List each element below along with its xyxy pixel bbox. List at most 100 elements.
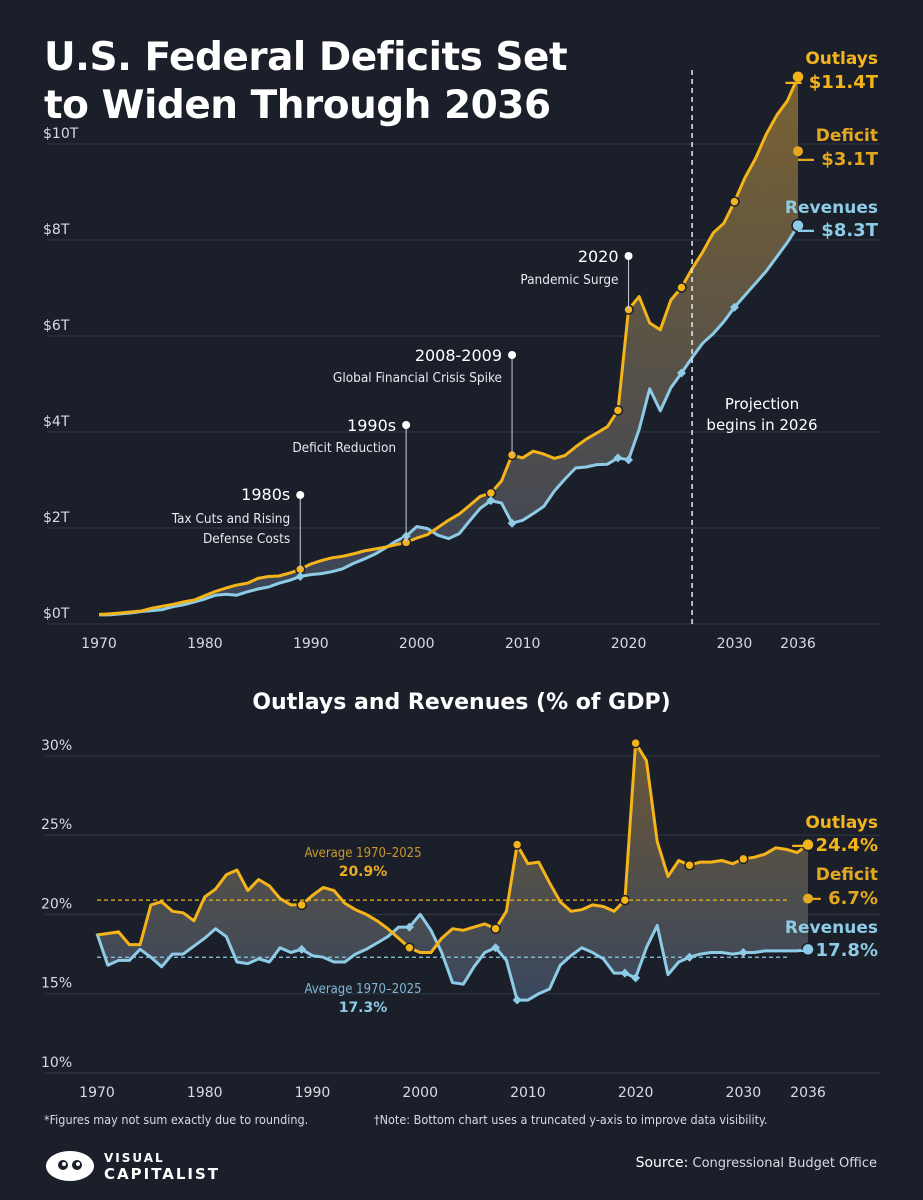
deficit-marker [803, 893, 813, 904]
y-tick-label: $4T [43, 414, 70, 430]
x-tick-label: 1980 [187, 1085, 223, 1100]
x-tick-label: 2000 [402, 1085, 438, 1100]
x-tick-label: 2036 [780, 636, 816, 652]
source-credit: Source: Congressional Budget Office [636, 1155, 877, 1171]
y-tick-label: 30% [41, 738, 72, 754]
source-text: Congressional Budget Office [692, 1156, 877, 1171]
y-tick-label: $0T [43, 606, 70, 622]
annotation-description: Pandemic Surge [520, 272, 618, 288]
annotation-title: 2020 [578, 247, 619, 266]
revenues-series-label: Revenues [785, 918, 878, 938]
outlays-average-label: Average 1970–2025 [304, 846, 421, 861]
outlays-end-value: — $11.4T [785, 72, 879, 93]
logo-line1: VISUAL [104, 1151, 165, 1165]
outlays-marker [738, 853, 749, 865]
x-tick-label: 1990 [295, 1085, 331, 1100]
outlays-average-value: 20.9% [339, 864, 388, 880]
annotation-title: 2008-2009 [415, 346, 502, 365]
annotation-description: Global Financial Crisis Spike [333, 370, 502, 386]
y-tick-label: $10T [43, 126, 79, 142]
projection-label-line1: Projection [725, 395, 799, 413]
revenues-end-value: — 17.8% [791, 940, 878, 961]
revenues-marker [738, 947, 748, 957]
annotation-dot [508, 351, 517, 359]
deficit-area [97, 743, 808, 1001]
outlays-marker [630, 737, 641, 749]
revenues-marker [295, 571, 305, 581]
revenues-marker [620, 968, 630, 978]
page-title: U.S. Federal Deficits Set to Widen Throu… [44, 35, 568, 128]
revenues-marker [801, 942, 815, 957]
x-tick-label: 1990 [293, 636, 329, 652]
revenues-marker [404, 922, 414, 932]
x-tick-label: 2000 [399, 636, 435, 652]
x-tick-label: 1980 [187, 636, 223, 652]
deficit-series-label: Deficit [816, 126, 878, 146]
y-tick-label: $2T [43, 510, 70, 526]
revenues-marker [613, 453, 623, 463]
revenues-marker [512, 995, 522, 1005]
logo-line2: CAPITALIST [104, 1165, 221, 1183]
revenues-marker [297, 944, 307, 954]
outlays-series-label: Outlays [805, 49, 878, 69]
annotation-dot [402, 421, 411, 429]
outlays-marker [511, 839, 523, 850]
deficit-marker [793, 146, 803, 157]
source-label: Source: [635, 1155, 689, 1171]
projection-label-line2: begins in 2026 [706, 416, 817, 434]
revenues-marker [486, 496, 496, 506]
outlays-series-label: Outlays [805, 813, 878, 833]
x-tick-label: 2020 [611, 636, 647, 652]
annotation-title: 1990s [347, 416, 396, 435]
revenues-marker [624, 455, 634, 465]
y-tick-label: 15% [41, 976, 72, 992]
y-tick-label: 20% [41, 896, 72, 912]
outlays-marker [801, 837, 815, 852]
revenues-marker [491, 943, 501, 953]
revenues-marker [677, 368, 686, 378]
revenues-average-value: 17.3% [339, 1000, 388, 1016]
annotation-description: Deficit Reduction [292, 440, 396, 456]
revenues-marker [729, 302, 739, 312]
outlays-marker [791, 70, 805, 84]
footnote-truncated-axis: †Note: Bottom chart uses a truncated y-a… [374, 1112, 768, 1127]
logo-icon [46, 1151, 94, 1184]
outlays-end-value: — 24.4% [791, 835, 878, 856]
percent-gdp-chart: 10% 15% 20% 25% 30% 1970 1980 1990 2000 2010 2020 2… [41, 737, 880, 1100]
percent-gdp-chart-title: Outlays and Revenues (% of GDP) [252, 690, 671, 715]
y-tick-label: 25% [41, 817, 72, 833]
x-tick-label: 2030 [726, 1085, 762, 1100]
outlays-marker [729, 196, 740, 207]
annotation-description: Tax Cuts and Rising [171, 511, 290, 527]
revenues-marker [685, 952, 694, 962]
outlays-marker [612, 405, 624, 416]
revenues-marker [791, 218, 805, 233]
x-tick-label: 2010 [505, 636, 541, 652]
annotation-title: 1980s [241, 485, 290, 504]
y-tick-label: 10% [41, 1055, 72, 1071]
outlays-marker [296, 899, 307, 911]
outlays-marker [676, 282, 687, 293]
revenues-average-label: Average 1970–2025 [304, 982, 421, 997]
y-tick-label: $6T [43, 318, 70, 334]
outlays-marker [404, 942, 415, 953]
annotation-dot [624, 252, 633, 260]
footnote-rounding: *Figures may not sum exactly due to roun… [44, 1112, 309, 1127]
deficit-area [99, 76, 798, 615]
annotation-description: Defense Costs [203, 531, 290, 547]
annotation-dot [296, 491, 305, 499]
deficit-dollars-chart: $0T $2T $4T $6T $8T $10T 1970 1980 1990 2000 2010 2… [43, 49, 880, 652]
outlays-marker [490, 923, 501, 934]
deficit-end-value: — $3.1T [797, 149, 879, 170]
x-tick-label: 2010 [510, 1085, 546, 1100]
visual-capitalist-logo[interactable]: VISUAL CAPITALIST [44, 1146, 220, 1186]
x-tick-label: 1970 [79, 1085, 115, 1100]
outlays-marker [684, 860, 695, 871]
revenues-marker [507, 518, 517, 528]
revenues-end-value: — $8.3T [797, 220, 879, 241]
x-tick-label: 1970 [81, 636, 117, 652]
x-tick-label: 2020 [618, 1085, 654, 1100]
deficit-series-label: Deficit [816, 865, 878, 885]
y-tick-label: $8T [43, 222, 70, 238]
x-tick-label: 2030 [717, 636, 753, 652]
